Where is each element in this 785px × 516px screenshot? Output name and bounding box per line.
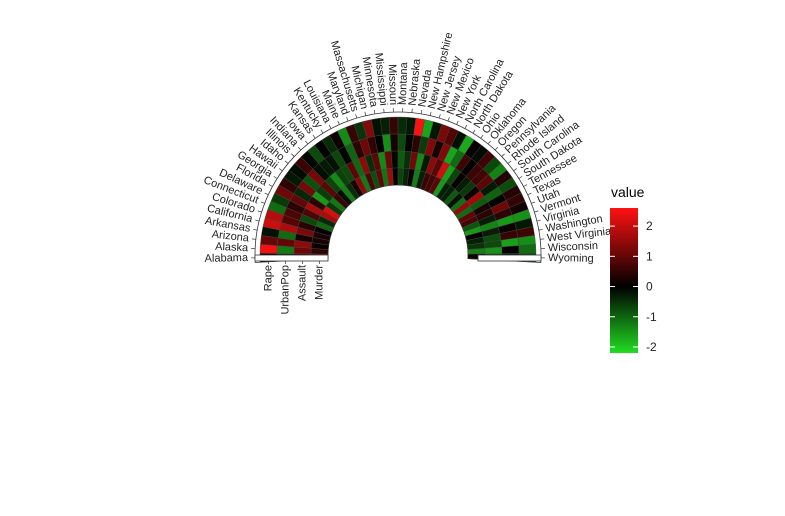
row-label: Mississippi — [372, 52, 389, 106]
row-tick — [472, 129, 476, 134]
row-tick — [538, 229, 543, 231]
row-tick — [255, 219, 260, 222]
row-tick — [355, 114, 358, 119]
heatmap-cell — [501, 245, 520, 254]
heatmap-cell — [388, 116, 399, 135]
row-tick — [464, 124, 468, 129]
legend-tick-label: 0 — [646, 280, 653, 294]
row-tick — [328, 124, 332, 129]
column-label: Rape — [263, 265, 275, 291]
row-tick — [456, 120, 459, 125]
row-tick — [305, 140, 309, 145]
row-tick — [438, 114, 441, 119]
row-tick — [264, 192, 269, 196]
row-tick — [523, 184, 528, 187]
right-axis-band — [477, 254, 542, 262]
row-label: Missouri — [386, 64, 399, 105]
legend-ticks: 2 1 0 -1 -2 — [610, 219, 657, 354]
column-axis-band — [254, 254, 329, 262]
row-tick — [534, 210, 539, 213]
row-tick — [346, 117, 349, 122]
heatmap-cell — [397, 133, 407, 152]
color-legend: value 2 1 0 -1 -2 — [610, 184, 657, 354]
row-tick — [278, 168, 283, 172]
heatmap-cell — [391, 150, 399, 169]
row-label: Alaska — [215, 241, 249, 255]
row-tick — [420, 109, 423, 114]
row-tick — [536, 219, 541, 222]
row-tick — [260, 201, 265, 204]
row-label: Montana — [397, 61, 410, 105]
row-tick — [447, 117, 450, 122]
legend-tick-label: 2 — [646, 219, 653, 233]
row-tick — [518, 176, 523, 179]
legend-tick-label: -1 — [646, 310, 657, 324]
heatmap-cell — [389, 133, 399, 152]
column-label: Murder — [314, 265, 326, 300]
legend-tick-label: 1 — [646, 249, 653, 263]
row-tick — [527, 192, 532, 196]
legend-colorbar — [610, 208, 638, 353]
row-tick — [429, 111, 432, 116]
heatmap-cell — [518, 244, 537, 254]
row-tick — [337, 120, 340, 125]
heatmap-cell — [397, 116, 408, 135]
row-label: Wyoming — [548, 252, 594, 265]
heatmap-ring — [251, 108, 545, 263]
legend-title: value — [611, 184, 645, 200]
heatmap-cell — [484, 246, 503, 255]
row-tick — [257, 210, 262, 213]
row-label: Arizona — [211, 228, 250, 244]
row-tick — [291, 153, 295, 157]
column-label: UrbanPop — [280, 265, 292, 315]
row-tick — [494, 146, 499, 151]
row-tick — [501, 153, 505, 157]
heatmap-cell — [392, 167, 399, 186]
column-labels: Rape UrbanPop Assault Murder — [263, 261, 326, 315]
row-label: Nebraska — [407, 57, 424, 106]
column-label: Assault — [297, 265, 309, 301]
row-tick — [531, 201, 536, 204]
row-tick — [268, 184, 273, 187]
row-tick — [284, 160, 289, 164]
row-tick — [312, 134, 316, 139]
row-tick — [373, 109, 376, 114]
row-tick — [297, 146, 302, 151]
row-label: Wisconsin — [548, 240, 599, 254]
heatmap-cell — [259, 244, 278, 254]
row-tick — [364, 111, 367, 116]
row-tick — [507, 160, 512, 164]
row-label: Alabama — [204, 252, 249, 265]
legend-tick-label: -2 — [646, 340, 657, 354]
row-tick — [253, 229, 258, 231]
row-tick — [480, 134, 484, 139]
row-tick — [273, 176, 278, 179]
row-tick — [487, 140, 491, 145]
row-tick — [320, 129, 324, 134]
row-tick — [513, 168, 518, 172]
